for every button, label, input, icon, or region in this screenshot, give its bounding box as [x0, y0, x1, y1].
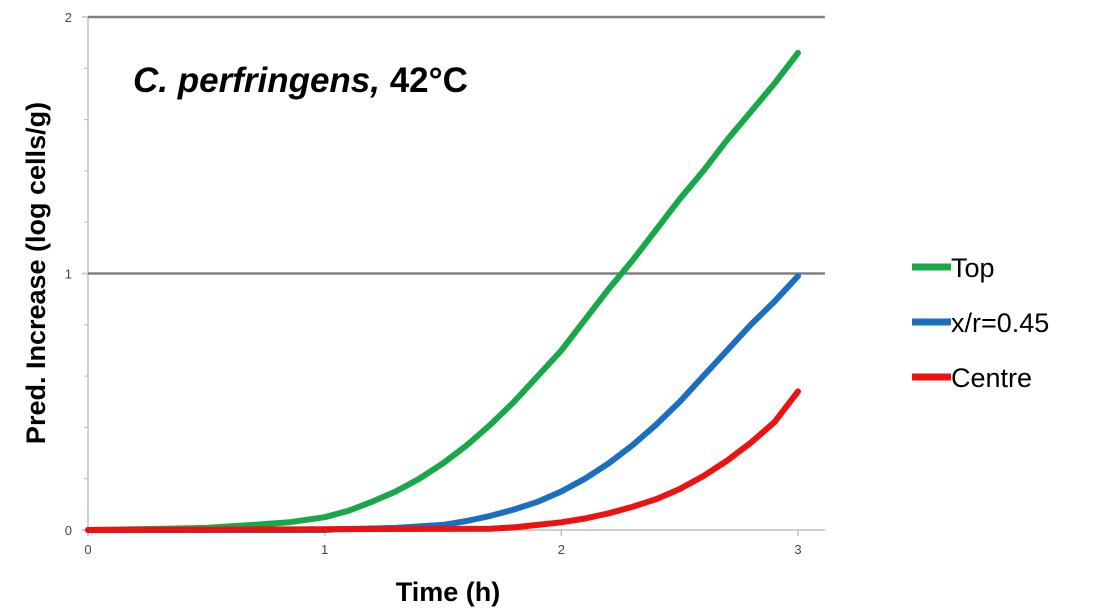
y-tick-label: 1	[65, 267, 72, 282]
x-tick-label: 1	[321, 542, 328, 557]
legend: Top x/r=0.45 Centre	[912, 253, 1049, 393]
x-tick-label: 3	[794, 542, 801, 557]
series-line-x-r	[85, 273, 801, 533]
series-line-centre	[85, 388, 801, 533]
series-lines	[85, 49, 801, 533]
reference-lines	[88, 15, 825, 275]
x-tick-label: 0	[84, 542, 91, 557]
legend-label-centre: Centre	[951, 363, 1032, 393]
series-line-top	[85, 49, 801, 533]
chart-title: C. perfringens, 42°C	[133, 61, 468, 100]
axis-ticks: 0 1 2 3 0 1 2	[65, 10, 802, 557]
legend-label-x-r: x/r=0.45	[951, 308, 1049, 338]
chart-title-organism: C. perfringens,	[133, 61, 380, 100]
y-tick-label: 2	[65, 10, 72, 25]
x-tick-label: 2	[558, 542, 565, 557]
chart-title-temperature: 42°C	[380, 61, 468, 100]
x-axis-title: Time (h)	[396, 577, 501, 607]
y-tick-label: 0	[65, 523, 72, 538]
legend-label-top: Top	[951, 253, 995, 283]
y-axis-title: Pred. Increase (log cells/g)	[21, 102, 51, 444]
